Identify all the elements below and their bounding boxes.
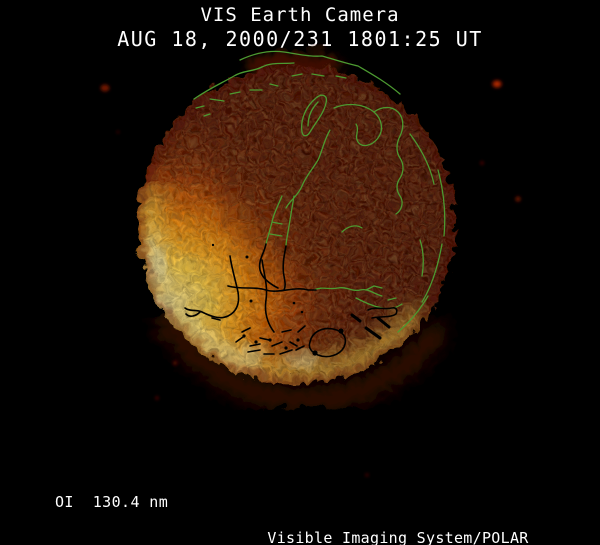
- wavelength-label: OI 130.4 nm: [55, 493, 169, 511]
- credit-block: Visible Imaging System/POLAR The Univers…: [249, 493, 548, 545]
- background-blobs: [100, 80, 521, 477]
- coastline-overlay-day: [184, 243, 398, 358]
- coast-island-dots: [211, 243, 344, 356]
- bottom-halo: [153, 308, 442, 409]
- earth-disk: [134, 49, 452, 409]
- coastline-overlay-night: [193, 50, 446, 333]
- image-title: VIS Earth Camera: [200, 4, 400, 26]
- image-timestamp: AUG 18, 2000/231 1801:25 UT: [117, 27, 483, 51]
- noise-light: [134, 62, 452, 380]
- instrument-credit: Visible Imaging System/POLAR: [267, 529, 529, 545]
